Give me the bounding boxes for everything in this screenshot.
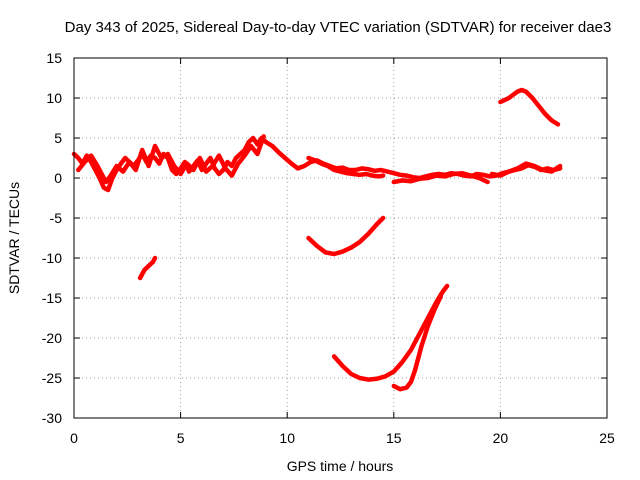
series-arc-10 bbox=[331, 283, 450, 382]
y-axis-label: SDTVAR / TECUs bbox=[6, 182, 22, 294]
series-arc-6 bbox=[489, 161, 563, 178]
series-arc-11 bbox=[391, 294, 443, 392]
series-arc-5 bbox=[391, 170, 490, 185]
series-arc-2 bbox=[76, 134, 266, 185]
x-tick-label: 25 bbox=[599, 430, 615, 446]
x-axis-label: GPS time / hours bbox=[287, 458, 394, 474]
x-tick-label: 20 bbox=[493, 430, 509, 446]
plot-frame bbox=[73, 57, 608, 419]
y-tick-label: 5 bbox=[54, 130, 62, 146]
series-arc-4 bbox=[306, 155, 386, 179]
y-tick-label: -10 bbox=[42, 250, 62, 266]
y-tick-label: 15 bbox=[46, 50, 62, 66]
x-tick-label: 5 bbox=[177, 430, 185, 446]
y-tick-label: 0 bbox=[54, 170, 62, 186]
y-tick-label: -30 bbox=[42, 410, 62, 426]
y-tick-label: -25 bbox=[42, 370, 62, 386]
x-tick-label: 15 bbox=[386, 430, 402, 446]
y-tick-label: -20 bbox=[42, 330, 62, 346]
y-tick-label: 10 bbox=[46, 90, 62, 106]
grid bbox=[74, 58, 607, 418]
series-arc-1 bbox=[71, 135, 269, 193]
x-tick-label: 0 bbox=[70, 430, 78, 446]
chart-title: Day 343 of 2025, Sidereal Day-to-day VTE… bbox=[65, 19, 612, 36]
axis-ticks: 0 5 10 15 20 25 15 10 5 0 -5 -10 -15 -20 -25 -30 bbox=[42, 50, 615, 446]
series-arc-8 bbox=[137, 255, 158, 281]
y-tick-label: -5 bbox=[50, 210, 63, 226]
y-tick-label: -15 bbox=[42, 290, 62, 306]
series-arc-9 bbox=[306, 215, 386, 257]
x-tick-label: 10 bbox=[279, 430, 295, 446]
series-layer bbox=[71, 87, 563, 392]
series-arc-7 bbox=[498, 87, 561, 127]
